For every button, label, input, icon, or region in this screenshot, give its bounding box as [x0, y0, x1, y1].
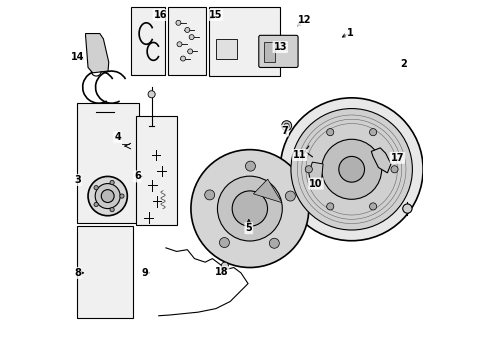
- Circle shape: [402, 204, 411, 213]
- Circle shape: [95, 184, 120, 208]
- Circle shape: [120, 194, 124, 198]
- Text: 2: 2: [399, 59, 406, 69]
- Circle shape: [221, 262, 228, 269]
- Circle shape: [204, 190, 214, 200]
- Circle shape: [180, 56, 185, 61]
- Circle shape: [217, 176, 282, 241]
- Bar: [77, 226, 133, 318]
- Circle shape: [110, 180, 114, 185]
- Text: 13: 13: [273, 42, 286, 52]
- Circle shape: [326, 129, 333, 136]
- Circle shape: [184, 27, 189, 32]
- Circle shape: [269, 238, 279, 248]
- Bar: [136, 116, 177, 225]
- Circle shape: [88, 176, 127, 216]
- Polygon shape: [308, 162, 323, 182]
- Circle shape: [219, 238, 229, 248]
- Bar: [264, 42, 274, 62]
- Circle shape: [284, 123, 288, 128]
- Text: 15: 15: [208, 10, 222, 20]
- Circle shape: [326, 203, 333, 210]
- Circle shape: [148, 91, 155, 98]
- Bar: [77, 103, 139, 223]
- Circle shape: [110, 207, 114, 212]
- Circle shape: [390, 166, 397, 173]
- Circle shape: [176, 20, 181, 25]
- Circle shape: [94, 185, 98, 190]
- Circle shape: [305, 166, 312, 173]
- Circle shape: [369, 129, 376, 136]
- Text: 7: 7: [281, 126, 287, 136]
- Polygon shape: [253, 179, 282, 203]
- Text: 4: 4: [114, 132, 121, 142]
- Circle shape: [321, 139, 381, 199]
- Text: 3: 3: [74, 175, 81, 185]
- Circle shape: [280, 98, 422, 241]
- Circle shape: [369, 203, 376, 210]
- FancyBboxPatch shape: [258, 35, 298, 67]
- Circle shape: [190, 150, 308, 267]
- Text: 12: 12: [297, 15, 311, 25]
- Circle shape: [281, 121, 291, 131]
- Circle shape: [187, 49, 192, 54]
- Polygon shape: [370, 148, 390, 173]
- Bar: [216, 39, 237, 59]
- Text: 1: 1: [346, 28, 352, 38]
- Text: 9: 9: [142, 268, 148, 278]
- Circle shape: [338, 157, 364, 182]
- Bar: [131, 7, 165, 75]
- Text: 11: 11: [292, 150, 306, 160]
- Text: 10: 10: [308, 179, 322, 189]
- Circle shape: [290, 109, 411, 230]
- Circle shape: [232, 191, 267, 226]
- Text: 6: 6: [134, 171, 141, 181]
- Bar: [208, 7, 280, 76]
- Bar: [167, 7, 205, 75]
- Text: 14: 14: [70, 52, 84, 62]
- Text: 5: 5: [245, 223, 252, 233]
- Text: 18: 18: [214, 267, 228, 277]
- Circle shape: [177, 42, 182, 47]
- Text: 16: 16: [153, 10, 166, 20]
- Circle shape: [94, 202, 98, 207]
- Text: 17: 17: [390, 153, 403, 163]
- Circle shape: [245, 161, 255, 171]
- Circle shape: [285, 191, 295, 201]
- Text: 8: 8: [74, 268, 81, 278]
- Circle shape: [101, 190, 114, 203]
- Polygon shape: [85, 33, 108, 73]
- Circle shape: [189, 35, 194, 40]
